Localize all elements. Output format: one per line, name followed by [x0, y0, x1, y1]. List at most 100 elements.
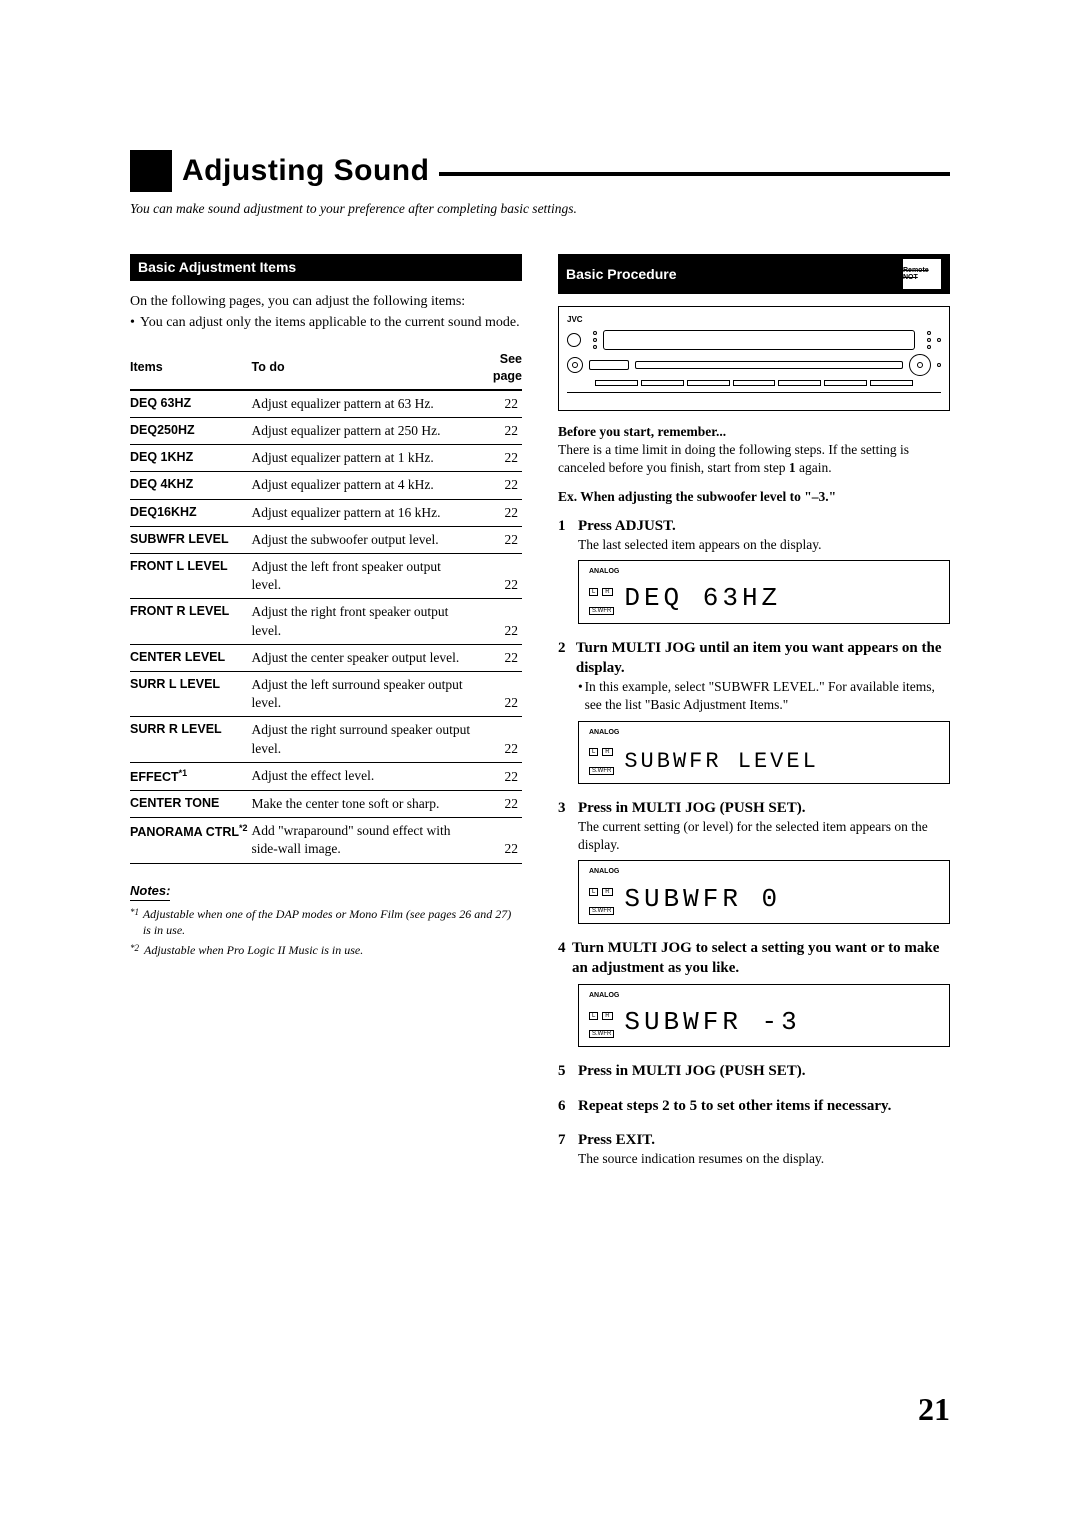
title-square-icon: [130, 150, 172, 192]
receiver-diagram: JVC: [558, 306, 950, 411]
notes-block: Notes: *1Adjustable when one of the DAP …: [130, 864, 522, 958]
multi-jog-knob-icon: [909, 354, 931, 376]
item-page: 22: [476, 390, 522, 418]
item-name: DEQ16KHZ: [130, 499, 252, 526]
item-todo: Adjust equalizer pattern at 250 Hz.: [252, 417, 476, 444]
th-todo: To do: [252, 347, 476, 390]
item-todo: Adjust the center speaker output level.: [252, 644, 476, 671]
step-title: Press ADJUST.: [578, 516, 676, 536]
item-name: SUBWFR LEVEL: [130, 526, 252, 553]
item-name: DEQ 1KHZ: [130, 445, 252, 472]
item-page: 22: [476, 644, 522, 671]
table-row: FRONT L LEVELAdjust the left front speak…: [130, 553, 522, 598]
table-row: DEQ 63HZAdjust equalizer pattern at 63 H…: [130, 390, 522, 418]
intro-bullet-text: You can adjust only the items applicable…: [140, 314, 520, 333]
item-name: CENTER LEVEL: [130, 644, 252, 671]
lcd-display: ANALOGL RS.WFRSUBWFR LEVEL: [578, 721, 950, 784]
item-todo: Adjust the right surround speaker output…: [252, 717, 476, 762]
step-body: The source indication resumes on the dis…: [578, 1150, 950, 1168]
steps-list: 1Press ADJUST.The last selected item app…: [558, 516, 950, 1168]
right-section-title: Basic Procedure: [566, 265, 677, 284]
receiver-brand: JVC: [567, 315, 583, 326]
item-name: CENTER TONE: [130, 790, 252, 817]
item-name: FRONT L LEVEL: [130, 553, 252, 598]
item-page: 22: [476, 717, 522, 762]
jack-icon: [567, 357, 583, 373]
table-row: PANORAMA CTRL*2Add "wraparound" sound ef…: [130, 818, 522, 863]
lcd-display: ANALOGL RS.WFRSUBWFR -3: [578, 984, 950, 1047]
th-page: See page: [476, 347, 522, 390]
step-item: 5Press in MULTI JOG (PUSH SET).: [558, 1061, 950, 1081]
left-section-title: Basic Adjustment Items: [138, 258, 296, 277]
button-row-icon: [635, 361, 903, 369]
step-item: 2Turn MULTI JOG until an item you want a…: [558, 638, 950, 784]
step-bullet: •In this example, select "SUBWFR LEVEL."…: [578, 678, 950, 714]
item-name: SURR R LEVEL: [130, 717, 252, 762]
lcd-display: ANALOGL RS.WFRDEQ 63HZ: [578, 560, 950, 623]
left-section-bar: Basic Adjustment Items: [130, 254, 522, 281]
intro-line: On the following pages, you can adjust t…: [130, 293, 522, 312]
item-page: 22: [476, 599, 522, 644]
table-row: EFFECT*1Adjust the effect level.22: [130, 762, 522, 790]
table-row: FRONT R LEVELAdjust the right front spea…: [130, 599, 522, 644]
item-page: 22: [476, 672, 522, 717]
right-section-bar: Basic Procedure Remote NOT: [558, 254, 950, 294]
step-number: 1: [558, 516, 578, 536]
table-row: CENTER TONEMake the center tone soft or …: [130, 790, 522, 817]
item-page: 22: [476, 499, 522, 526]
before-text-bold: 1: [789, 460, 796, 475]
step-item: 4Turn MULTI JOG to select a setting you …: [558, 938, 950, 1048]
lcd-text: SUBWFR 0: [624, 882, 939, 917]
item-page: 22: [476, 417, 522, 444]
page-title: Adjusting Sound: [182, 151, 429, 192]
step-item: 6Repeat steps 2 to 5 to set other items …: [558, 1096, 950, 1116]
item-todo: Adjust equalizer pattern at 4 kHz.: [252, 472, 476, 499]
lcd-text: SUBWFR -3: [624, 1005, 939, 1040]
item-todo: Adjust the left surround speaker output …: [252, 672, 476, 717]
item-todo: Adjust the effect level.: [252, 762, 476, 790]
item-name: DEQ250HZ: [130, 417, 252, 444]
step-item: 1Press ADJUST.The last selected item app…: [558, 516, 950, 624]
step-title: Repeat steps 2 to 5 to set other items i…: [578, 1096, 891, 1116]
lcd-text: DEQ 63HZ: [624, 581, 939, 616]
item-todo: Add "wraparound" sound effect with side-…: [252, 818, 476, 863]
item-name: PANORAMA CTRL*2: [130, 818, 252, 863]
step-body: The last selected item appears on the di…: [578, 536, 950, 554]
step-number: 3: [558, 798, 578, 818]
item-todo: Adjust equalizer pattern at 16 kHz.: [252, 499, 476, 526]
item-name: FRONT R LEVEL: [130, 599, 252, 644]
table-row: DEQ16KHZAdjust equalizer pattern at 16 k…: [130, 499, 522, 526]
step-title: Press in MULTI JOG (PUSH SET).: [578, 798, 806, 818]
note-line: *1Adjustable when one of the DAP modes o…: [130, 906, 522, 938]
button-group-icon: [589, 360, 629, 370]
item-todo: Adjust the subwoofer output level.: [252, 526, 476, 553]
step-number: 2: [558, 638, 576, 679]
before-block: Before you start, remember... There is a…: [558, 423, 950, 478]
step-title: Turn MULTI JOG until an item you want ap…: [576, 638, 950, 679]
step-body: The current setting (or level) for the s…: [578, 818, 950, 854]
item-page: 22: [476, 472, 522, 499]
page-subtitle: You can make sound adjustment to your pr…: [130, 200, 950, 218]
power-button-icon: [567, 333, 581, 347]
item-todo: Make the center tone soft or sharp.: [252, 790, 476, 817]
item-todo: Adjust the left front speaker output lev…: [252, 553, 476, 598]
item-name: SURR L LEVEL: [130, 672, 252, 717]
step-item: 3Press in MULTI JOG (PUSH SET).The curre…: [558, 798, 950, 924]
item-page: 22: [476, 818, 522, 863]
th-items: Items: [130, 347, 252, 390]
item-page: 22: [476, 526, 522, 553]
led-icon: [937, 338, 941, 342]
example-line: Ex. When adjusting the subwoofer level t…: [558, 488, 950, 506]
adjustment-items-table: Items To do See page DEQ 63HZAdjust equa…: [130, 347, 522, 864]
item-page: 22: [476, 762, 522, 790]
item-todo: Adjust the right front speaker output le…: [252, 599, 476, 644]
item-name: EFFECT*1: [130, 762, 252, 790]
intro-bullet: • You can adjust only the items applicab…: [130, 314, 522, 333]
page-number: 21: [918, 1388, 950, 1431]
notes-heading: Notes:: [130, 882, 170, 902]
remote-not-icon: Remote NOT: [902, 258, 942, 290]
item-name: DEQ 4KHZ: [130, 472, 252, 499]
step-number: 5: [558, 1061, 578, 1081]
item-page: 22: [476, 445, 522, 472]
bullet-icon: •: [130, 314, 140, 333]
